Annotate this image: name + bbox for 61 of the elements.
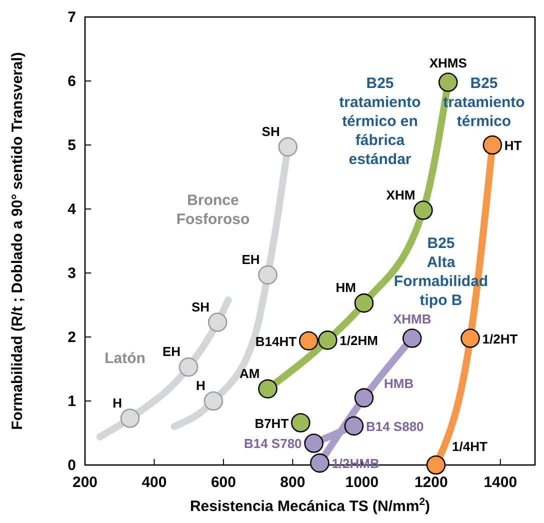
data-label: 1/4HT [452,439,488,454]
x-tick-label: 1200 [414,474,448,491]
point [426,455,446,475]
annotation: Bronce Fosforoso [176,192,250,228]
y-tick-label: 1 [68,393,76,410]
point [482,135,502,155]
y-axis-title: Formabilidad (R/t ; Doblado a 90° sentido Transveral) [9,52,26,430]
data-label: HM [336,280,356,296]
point [318,330,338,350]
data-label: H [196,378,206,393]
data-label: XHMB [392,311,432,326]
point [310,453,330,473]
x-tick-label: 400 [142,474,167,491]
point [298,331,318,350]
point [178,357,198,377]
data-label: XHMS [429,55,468,70]
annotation: B25 tratamiento térmico en fábrica estándar [339,75,421,168]
data-label: B14 S880 [366,418,424,434]
data-label: 1/2HT [482,331,518,346]
data-label: SH [192,299,210,314]
point [278,137,298,157]
data-label: HMB [384,376,414,391]
data-label: EH [242,252,260,267]
point [344,416,364,436]
point [291,413,310,432]
point [204,391,224,411]
data-label: EH [162,344,180,360]
y-tick-label: 7 [68,9,76,26]
data-label: 1/2HM [340,333,378,348]
point [354,293,374,313]
point [120,408,140,428]
x-tick-label: 600 [210,474,236,491]
point [304,434,324,453]
point [258,379,278,398]
data-label: B14HT [255,334,297,349]
point [354,388,374,408]
point [414,200,433,220]
point [258,265,278,285]
x-tick-label: 200 [72,474,98,491]
point [438,72,458,92]
data-label: SH [262,124,280,139]
point [402,328,422,348]
y-tick-label: 2 [68,329,76,346]
x-axis-title: Resistencia Mecánica TS (N/mm$^{2}$) [190,496,430,515]
point [460,328,480,348]
y-tick-label: 0 [68,457,76,474]
data-label: B7HT [254,416,289,431]
y-tick-label: 3 [68,265,76,282]
x-tick-label: 1000 [345,474,379,491]
data-label: B14 S780 [244,436,302,452]
y-tick-label: 4 [68,201,77,218]
annotation: Latón [104,350,146,367]
y-tick-label: 5 [68,137,76,154]
data-label: HT [504,138,522,153]
y-tick-label: 6 [68,73,76,90]
data-label: H [112,395,122,410]
data-label: AM [240,366,260,381]
x-tick-label: 1400 [484,474,518,491]
point [208,312,228,332]
x-tick-label: 800 [280,474,306,491]
data-label: XHM [386,187,416,202]
